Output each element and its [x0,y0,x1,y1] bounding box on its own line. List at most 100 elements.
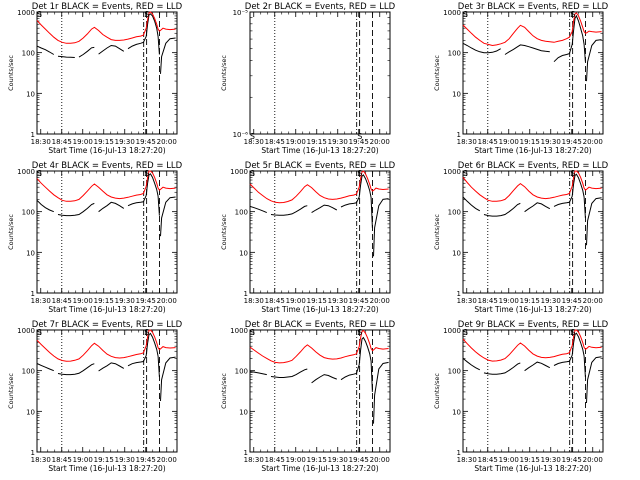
y-tick-label: 10⁻⁵ [233,9,249,17]
chart-panel-1: Det 1r BLACK = Events, RED = LLD 1 10 100 10… [7,2,183,155]
x-tick-label: 19:00 [499,138,519,146]
annotation-symbol: S [463,328,468,337]
series-line-events [36,332,176,402]
plot-frame [462,329,604,453]
y-tick-label: 10 [26,249,35,257]
x-tick-label: 18:45 [52,138,72,146]
panel-title: Det 9r BLACK = Events, RED = LLD [458,320,609,330]
annotation-symbol: S [463,169,468,178]
x-tick-label: 19:30 [115,138,135,146]
y-tick-label: 1 [31,290,35,298]
panel-title: Det 6r BLACK = Events, RED = LLD [458,161,609,171]
y-tick-label: 1000 [230,168,248,176]
panel-title: Det 5r BLACK = Events, RED = LLD [245,161,396,171]
series-line-events [462,173,602,246]
chart-panel-6: Det 6r BLACK = Events, RED = LLD 1 10 100 10… [433,161,609,314]
series-line-events [36,13,176,74]
x-axis-label: Start Time (16-Jul-13 18:27:20) [48,305,165,314]
x-tick-label: 19:15 [520,138,540,146]
y-tick-label: 1 [244,290,248,298]
y-tick-label: 1000 [443,327,461,335]
annotation-symbol: S [37,169,42,178]
series-line-events [36,173,176,237]
x-tick-label: 19:00 [73,297,93,305]
x-tick-label: 19:30 [541,456,561,464]
plot-frame [36,170,178,294]
x-tick-label: 19:30 [115,297,135,305]
y-tick-label: 10 [239,408,248,416]
annotation-symbol: S [144,328,149,337]
x-tick-label: 18:45 [265,456,285,464]
x-axis-label: Start Time (16-Jul-13 18:27:20) [261,464,378,473]
y-tick-label: 100 [22,209,35,217]
chart-panel-9: Det 9r BLACK = Events, RED = LLD 1 10 100 10… [433,320,609,473]
y-axis-label: Counts/sec [7,373,15,409]
y-tick-label: 10 [26,408,35,416]
series-line-lld [36,170,176,202]
x-tick-label: 19:15 [307,456,327,464]
y-tick-label: 100 [22,368,35,376]
x-tick-label: 20:00 [370,456,390,464]
y-tick-label: 100 [235,209,248,217]
series-line-lld [462,170,602,202]
annotation-symbol: S [37,10,42,19]
chart-panel-3: Det 3r BLACK = Events, RED = LLD 1 10 100 10… [433,2,609,155]
y-tick-label: 1 [457,290,461,298]
chart-panel-7: Det 7r BLACK = Events, RED = LLD 1 10 100 10… [7,320,183,473]
annotation-symbol: S [250,328,255,337]
annotation-symbol: S [570,10,575,19]
series-line-lld [462,12,602,47]
y-axis-label: Counts/sec [220,55,228,91]
plot-frame [462,11,604,135]
y-tick-label: 10⁻⁶ [233,131,249,139]
x-tick-label: 20:00 [157,456,177,464]
annotation-symbol: S [37,328,42,337]
x-axis-label: Start Time (16-Jul-13 18:27:20) [261,146,378,155]
y-axis-label: Counts/sec [220,214,228,250]
x-tick-label: 19:15 [520,456,540,464]
y-tick-label: 1 [244,449,248,457]
x-tick-label: 18:45 [265,297,285,305]
series-line-events [249,336,389,424]
y-tick-label: 10 [452,90,461,98]
annotation-symbol: S [357,169,362,178]
series-line-lld [249,329,389,364]
x-tick-label: 18:45 [52,456,72,464]
x-tick-label: 19:45 [562,138,582,146]
annotation-symbol: S [250,169,255,178]
x-tick-label: 19:00 [286,456,306,464]
x-tick-label: 19:30 [328,297,348,305]
series-line-lld [462,329,602,362]
x-tick-label: 19:45 [349,138,369,146]
x-tick-label: 19:00 [73,138,93,146]
x-tick-label: 19:45 [136,456,156,464]
chart-panel-5: Det 5r BLACK = Events, RED = LLD 1 10 100 10… [220,161,396,314]
series-line-lld [249,170,389,204]
annotation-symbol: S [357,132,362,141]
panel-title: Det 8r BLACK = Events, RED = LLD [245,320,396,330]
x-tick-label: 19:30 [541,297,561,305]
x-tick-label: 18:45 [265,138,285,146]
x-axis-label: Start Time (16-Jul-13 18:27:20) [474,305,591,314]
series-line-events [249,174,389,257]
y-tick-label: 1000 [230,327,248,335]
chart-panel-2: Det 2r BLACK = Events, RED = LLD 10⁻⁶ 10⁻⁵… [220,2,396,155]
y-tick-label: 100 [448,50,461,58]
annotation-symbol: S [144,10,149,19]
y-tick-label: 100 [448,209,461,217]
x-axis-label: Start Time (16-Jul-13 18:27:20) [474,146,591,155]
series-line-events [462,14,602,82]
annotation-symbol: S [144,169,149,178]
x-tick-label: 18:30 [457,297,477,305]
x-tick-label: 19:45 [562,297,582,305]
x-tick-label: 18:30 [244,297,264,305]
x-tick-label: 19:30 [541,138,561,146]
x-tick-label: 19:00 [499,456,519,464]
y-tick-label: 10 [452,408,461,416]
y-tick-label: 10 [239,249,248,257]
annotation-symbol: S [570,169,575,178]
series-line-lld [36,11,176,44]
plot-frame [249,329,391,453]
panel-title: Det 4r BLACK = Events, RED = LLD [32,161,183,171]
plot-frame [36,329,178,453]
